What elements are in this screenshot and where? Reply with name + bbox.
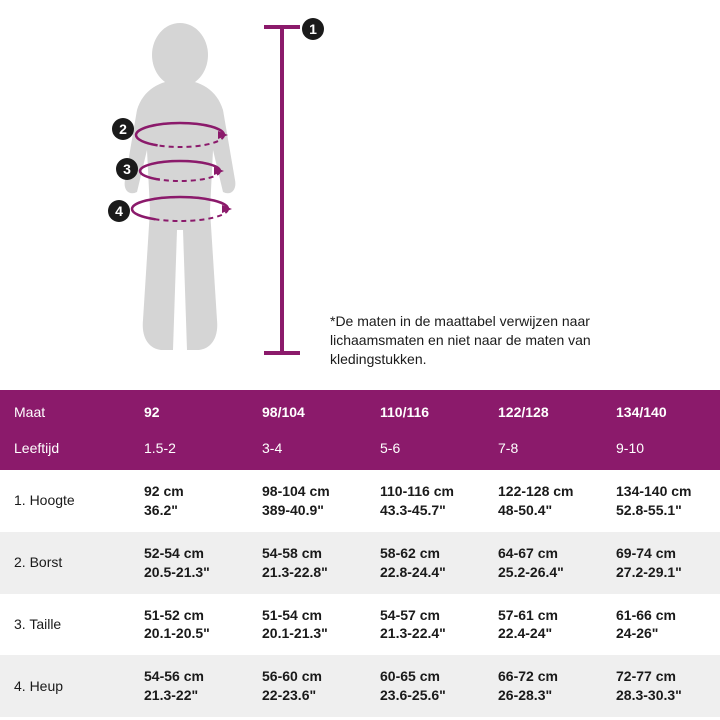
table-body: 1. Hoogte92 cm36.2"98-104 cm389-40.9"110… — [0, 470, 720, 717]
row-cell: 60-65 cm23.6-25.6" — [366, 655, 484, 717]
row-cell: 64-67 cm25.2-26.4" — [484, 532, 602, 594]
marker-1-height: 1 — [302, 18, 324, 40]
table-row: 4. Heup54-56 cm21.3-22"56-60 cm22-23.6"6… — [0, 655, 720, 717]
header-age: 7-8 — [484, 430, 602, 470]
table-header: Maat 92 98/104 110/116 122/128 134/140 L… — [0, 390, 720, 470]
header-size: 110/116 — [366, 390, 484, 430]
row-cell: 54-56 cm21.3-22" — [130, 655, 248, 717]
header-size: 122/128 — [484, 390, 602, 430]
row-cell: 54-57 cm21.3-22.4" — [366, 594, 484, 656]
table-row: 3. Taille51-52 cm20.1-20.5"51-54 cm20.1-… — [0, 594, 720, 656]
height-bar-icon — [280, 25, 284, 355]
marker-4-hip: 4 — [108, 200, 130, 222]
row-cell: 57-61 cm22.4-24" — [484, 594, 602, 656]
row-label: 3. Taille — [0, 594, 130, 656]
row-cell: 52-54 cm20.5-21.3" — [130, 532, 248, 594]
row-cell: 134-140 cm52.8-55.1" — [602, 470, 720, 532]
row-cell: 72-77 cm28.3-30.3" — [602, 655, 720, 717]
row-cell: 56-60 cm22-23.6" — [248, 655, 366, 717]
row-cell: 110-116 cm43.3-45.7" — [366, 470, 484, 532]
row-cell: 54-58 cm21.3-22.8" — [248, 532, 366, 594]
header-size: 134/140 — [602, 390, 720, 430]
header-size: 98/104 — [248, 390, 366, 430]
header-age: 9-10 — [602, 430, 720, 470]
row-cell: 92 cm36.2" — [130, 470, 248, 532]
table-row: 2. Borst52-54 cm20.5-21.3"54-58 cm21.3-2… — [0, 532, 720, 594]
header-size: 92 — [130, 390, 248, 430]
row-cell: 66-72 cm26-28.3" — [484, 655, 602, 717]
measurement-diagram: 1 2 3 4 *De maten in de maattabel verwij… — [0, 0, 720, 390]
table-row: 1. Hoogte92 cm36.2"98-104 cm389-40.9"110… — [0, 470, 720, 532]
row-cell: 51-54 cm20.1-21.3" — [248, 594, 366, 656]
row-label: 2. Borst — [0, 532, 130, 594]
header-age: 5-6 — [366, 430, 484, 470]
disclaimer-note: *De maten in de maattabel verwijzen naar… — [330, 312, 650, 369]
row-cell: 69-74 cm27.2-29.1" — [602, 532, 720, 594]
child-silhouette — [95, 20, 265, 360]
header-age: 3-4 — [248, 430, 366, 470]
row-label: 4. Heup — [0, 655, 130, 717]
marker-3-waist: 3 — [116, 158, 138, 180]
row-cell: 122-128 cm48-50.4" — [484, 470, 602, 532]
row-cell: 58-62 cm22.8-24.4" — [366, 532, 484, 594]
row-cell: 61-66 cm24-26" — [602, 594, 720, 656]
header-size-label: Maat — [0, 390, 130, 430]
size-chart-table: Maat 92 98/104 110/116 122/128 134/140 L… — [0, 390, 720, 717]
marker-2-chest: 2 — [112, 118, 134, 140]
header-age-label: Leeftijd — [0, 430, 130, 470]
row-cell: 98-104 cm389-40.9" — [248, 470, 366, 532]
row-label: 1. Hoogte — [0, 470, 130, 532]
header-age: 1.5-2 — [130, 430, 248, 470]
row-cell: 51-52 cm20.1-20.5" — [130, 594, 248, 656]
